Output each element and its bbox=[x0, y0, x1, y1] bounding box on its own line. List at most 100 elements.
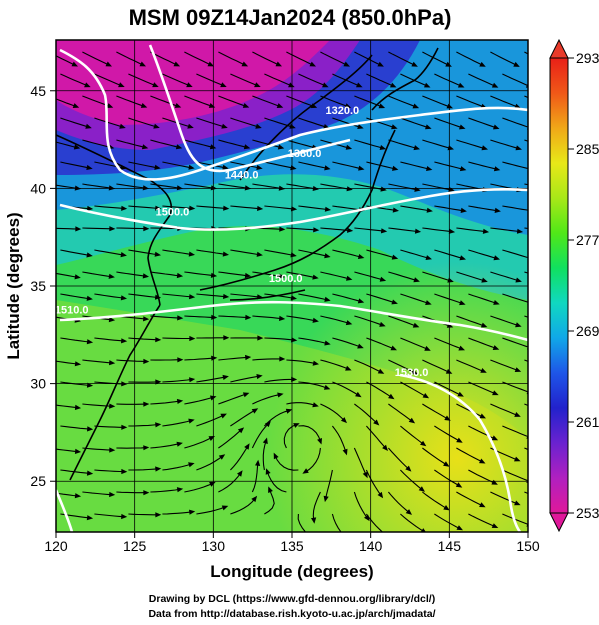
colorbar-tick-label: 285 bbox=[576, 141, 599, 157]
streamline-arrowhead bbox=[391, 299, 398, 305]
streamline bbox=[354, 95, 383, 108]
streamline-arrowhead bbox=[460, 207, 467, 213]
streamline bbox=[366, 381, 393, 398]
streamline bbox=[162, 161, 192, 169]
streamline-arrowhead bbox=[459, 255, 466, 261]
streamline bbox=[387, 447, 410, 470]
streamline-arrowhead bbox=[446, 103, 453, 109]
streamline-arrowhead bbox=[105, 61, 112, 67]
streamline-arrowhead bbox=[443, 505, 450, 511]
streamline-arrowhead bbox=[120, 252, 127, 258]
streamline bbox=[434, 73, 462, 87]
streamline bbox=[252, 358, 283, 361]
streamline-arrowhead bbox=[255, 123, 262, 129]
streamline-arrowhead bbox=[241, 61, 249, 67]
streamline bbox=[230, 497, 256, 515]
streamline-arrowhead bbox=[74, 361, 82, 367]
streamline bbox=[264, 378, 295, 383]
streamline-arrowhead bbox=[72, 103, 80, 108]
streamline-arrowhead bbox=[302, 468, 309, 474]
streamline-arrowhead bbox=[357, 343, 364, 349]
streamline-arrowhead bbox=[74, 493, 82, 499]
streamline-arrowhead bbox=[154, 251, 161, 257]
streamline-arrowhead bbox=[189, 294, 196, 300]
streamline bbox=[218, 271, 249, 277]
streamline bbox=[56, 184, 79, 190]
streamline bbox=[94, 381, 125, 385]
streamline-arrowhead bbox=[109, 360, 116, 366]
streamline bbox=[56, 448, 79, 453]
streamline-arrowhead bbox=[379, 276, 387, 282]
streamline-arrowhead bbox=[74, 185, 81, 191]
streamline bbox=[400, 469, 423, 491]
streamline-arrowhead bbox=[426, 166, 433, 171]
streamline bbox=[286, 271, 316, 279]
streamline-arrowhead bbox=[143, 226, 150, 232]
streamline bbox=[286, 183, 317, 190]
streamline bbox=[456, 447, 484, 463]
streamline bbox=[94, 469, 125, 473]
streamline-arrowhead bbox=[86, 470, 94, 476]
streamline bbox=[332, 337, 362, 348]
x-tick-label: 120 bbox=[44, 538, 68, 554]
streamline-arrowhead bbox=[285, 408, 293, 414]
y-tick-label: 40 bbox=[30, 180, 46, 196]
streamline bbox=[82, 271, 113, 278]
x-tick-label: 150 bbox=[516, 538, 540, 554]
streamline-arrowhead bbox=[279, 226, 286, 232]
streamline bbox=[456, 491, 484, 507]
streamline bbox=[354, 403, 378, 424]
streamline-arrowhead bbox=[392, 165, 399, 171]
streamline bbox=[297, 513, 307, 532]
streamline bbox=[286, 402, 317, 407]
streamline bbox=[150, 400, 181, 405]
streamline bbox=[162, 511, 193, 515]
streamline-arrowhead bbox=[390, 345, 397, 351]
streamline bbox=[354, 183, 384, 191]
streamline-arrowhead bbox=[493, 124, 500, 130]
streamline-arrowhead bbox=[153, 123, 160, 129]
streamline bbox=[252, 139, 282, 149]
streamline bbox=[128, 337, 159, 341]
streamline-arrowhead bbox=[313, 227, 320, 233]
streamline bbox=[502, 205, 528, 211]
streamline bbox=[434, 205, 465, 212]
streamline bbox=[286, 95, 315, 108]
streamline bbox=[196, 73, 225, 87]
streamline bbox=[434, 469, 460, 487]
streamline bbox=[490, 95, 519, 108]
streamline bbox=[422, 271, 452, 282]
streamline bbox=[82, 359, 113, 364]
streamline-arrowhead bbox=[273, 452, 279, 460]
streamline bbox=[230, 117, 260, 128]
latitude-axis: 25 30 35 40 45 bbox=[30, 83, 56, 489]
streamline bbox=[128, 293, 159, 299]
streamline bbox=[400, 513, 425, 532]
streamline-arrowhead bbox=[420, 528, 426, 532]
streamline-arrowhead bbox=[479, 458, 486, 464]
streamline bbox=[94, 73, 123, 87]
streamline-arrowhead bbox=[188, 251, 195, 257]
streamline-arrowhead bbox=[414, 228, 422, 234]
streamline bbox=[400, 117, 429, 129]
streamline bbox=[490, 227, 521, 233]
streamline bbox=[150, 271, 181, 277]
streamline-arrowhead bbox=[323, 384, 331, 390]
streamline-arrowhead bbox=[480, 368, 487, 373]
streamline-arrowhead bbox=[317, 438, 322, 445]
streamline bbox=[218, 428, 243, 449]
streamline-arrowhead bbox=[379, 321, 386, 327]
streamline-arrowhead bbox=[324, 253, 331, 259]
streamline-arrowhead bbox=[491, 435, 499, 441]
graticule bbox=[56, 40, 528, 532]
streamline-arrowhead bbox=[346, 275, 353, 281]
streamline bbox=[502, 249, 528, 259]
streamline bbox=[434, 513, 461, 530]
streamline bbox=[196, 117, 226, 128]
streamline-arrowhead bbox=[244, 443, 250, 450]
streamline-arrowhead bbox=[414, 186, 421, 192]
streamline-arrowhead bbox=[257, 335, 264, 341]
streamline bbox=[456, 51, 484, 66]
streamline bbox=[60, 425, 91, 430]
